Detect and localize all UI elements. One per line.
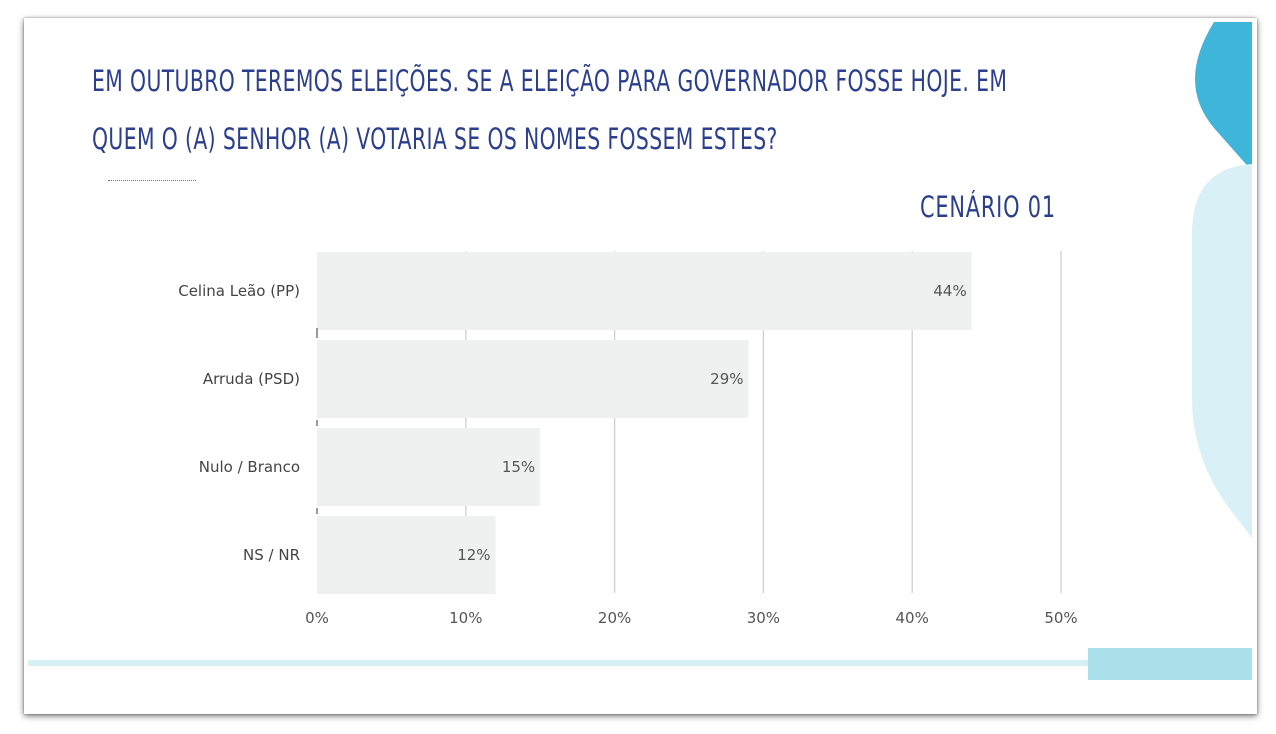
bar xyxy=(317,516,496,594)
x-tick-label: 50% xyxy=(1044,609,1077,627)
x-tick-label: 0% xyxy=(305,609,329,627)
bottom-accent-block xyxy=(1088,648,1252,680)
bar xyxy=(317,252,972,330)
decoration-layer xyxy=(28,22,1252,680)
bar xyxy=(317,340,749,418)
data-label: 12% xyxy=(457,546,490,564)
category-label: Nulo / Branco xyxy=(199,458,300,476)
bar-chart: 44% Celina Leão (PP) 29% Arruda (PSD) 15% Nul… xyxy=(178,251,1078,627)
x-tick-label: 40% xyxy=(896,609,929,627)
top-right-blue-shape xyxy=(1195,22,1252,171)
slide: EM OUTUBRO TEREMOS ELEIÇÕES. SE A ELEIÇÃ… xyxy=(24,18,1257,714)
category-label: NS / NR xyxy=(243,546,300,564)
title-line-2: QUEM O (A) SENHOR (A) VOTARIA SE OS NOME… xyxy=(92,122,778,156)
bottom-accent-line xyxy=(28,660,1188,666)
data-label: 44% xyxy=(933,282,966,300)
category-label: Arruda (PSD) xyxy=(203,370,300,388)
data-label: 15% xyxy=(502,458,535,476)
data-label: 29% xyxy=(710,370,743,388)
title-line-1: EM OUTUBRO TEREMOS ELEIÇÕES. SE A ELEIÇÃ… xyxy=(92,64,1008,98)
x-tick-label: 30% xyxy=(747,609,780,627)
x-tick-label: 10% xyxy=(449,609,482,627)
page-title: EM OUTUBRO TEREMOS ELEIÇÕES. SE A ELEIÇÃ… xyxy=(92,52,1090,168)
bar xyxy=(317,428,541,506)
scenario-label: CENÁRIO 01 xyxy=(920,190,1056,224)
title-underline xyxy=(108,180,196,181)
right-light-shape xyxy=(1192,164,1252,538)
category-label: Celina Leão (PP) xyxy=(178,282,300,300)
x-tick-label: 20% xyxy=(598,609,631,627)
